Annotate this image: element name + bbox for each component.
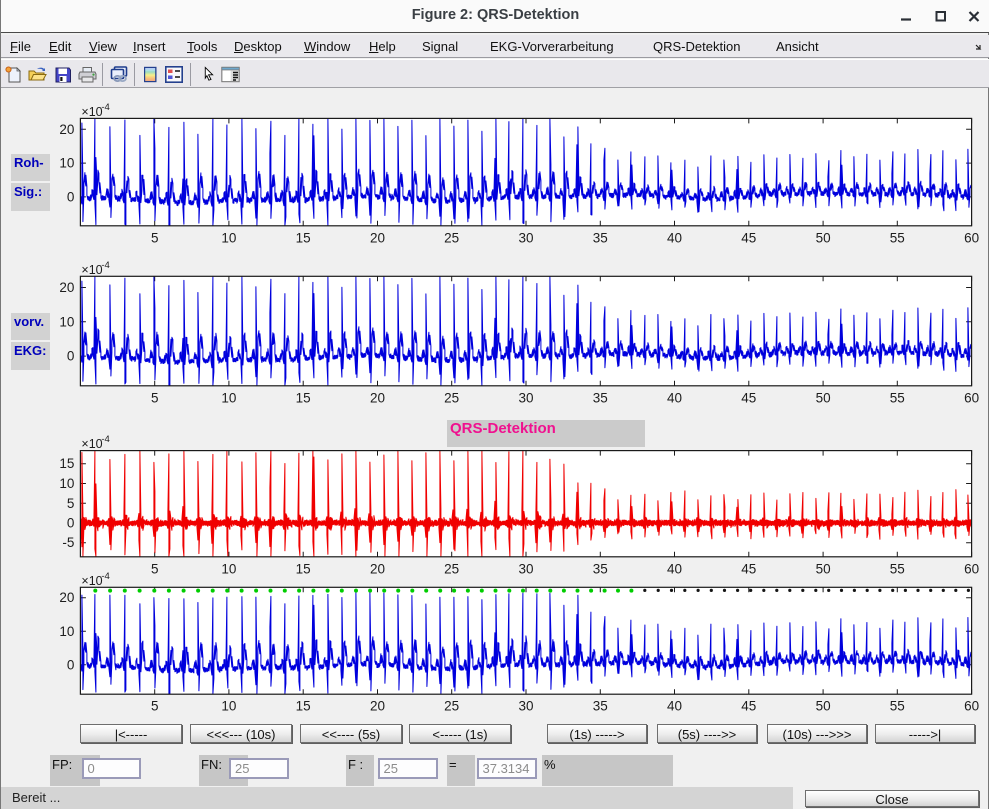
svg-text:30: 30 <box>518 561 533 576</box>
svg-text:55: 55 <box>890 699 905 714</box>
svg-text:20: 20 <box>370 699 385 714</box>
svg-text:15: 15 <box>296 230 311 245</box>
svg-text:30: 30 <box>518 390 533 405</box>
svg-text:40: 40 <box>667 230 682 245</box>
svg-text:60: 60 <box>964 390 979 405</box>
svg-text:25: 25 <box>444 390 459 405</box>
svg-text:20: 20 <box>59 590 74 605</box>
svg-text:5: 5 <box>67 496 75 511</box>
svg-text:35: 35 <box>593 230 608 245</box>
svg-text:5: 5 <box>151 561 159 576</box>
svg-text:×10: ×10 <box>81 574 102 588</box>
svg-text:5: 5 <box>151 699 159 714</box>
svg-text:20: 20 <box>370 230 385 245</box>
svg-text:40: 40 <box>667 390 682 405</box>
svg-text:20: 20 <box>370 561 385 576</box>
svg-text:-4: -4 <box>101 434 109 445</box>
svg-text:-4: -4 <box>101 571 109 582</box>
svg-text:10: 10 <box>59 624 74 639</box>
svg-text:55: 55 <box>890 230 905 245</box>
svg-text:35: 35 <box>593 561 608 576</box>
svg-text:5: 5 <box>151 230 159 245</box>
svg-text:40: 40 <box>667 561 682 576</box>
svg-text:15: 15 <box>296 390 311 405</box>
svg-text:50: 50 <box>816 390 831 405</box>
svg-text:15: 15 <box>296 699 311 714</box>
svg-text:35: 35 <box>593 699 608 714</box>
svg-text:55: 55 <box>890 561 905 576</box>
svg-text:-4: -4 <box>101 260 109 271</box>
svg-text:25: 25 <box>444 699 459 714</box>
svg-text:20: 20 <box>59 280 74 295</box>
svg-text:30: 30 <box>518 230 533 245</box>
svg-text:30: 30 <box>518 699 533 714</box>
svg-text:45: 45 <box>741 390 756 405</box>
svg-text:10: 10 <box>59 314 74 329</box>
svg-text:10: 10 <box>59 156 74 171</box>
svg-text:×10: ×10 <box>81 105 102 119</box>
svg-text:0: 0 <box>67 657 75 672</box>
svg-text:60: 60 <box>964 561 979 576</box>
svg-text:60: 60 <box>964 699 979 714</box>
svg-text:55: 55 <box>890 390 905 405</box>
svg-text:×10: ×10 <box>81 263 102 277</box>
svg-text:15: 15 <box>59 456 74 471</box>
svg-text:20: 20 <box>59 122 74 137</box>
svg-text:60: 60 <box>964 230 979 245</box>
svg-text:10: 10 <box>221 561 236 576</box>
svg-text:5: 5 <box>151 390 159 405</box>
svg-text:10: 10 <box>221 230 236 245</box>
svg-text:25: 25 <box>444 230 459 245</box>
svg-text:0: 0 <box>67 516 75 531</box>
svg-text:45: 45 <box>741 561 756 576</box>
svg-text:-4: -4 <box>101 102 109 113</box>
svg-text:50: 50 <box>816 699 831 714</box>
svg-text:45: 45 <box>741 699 756 714</box>
svg-text:35: 35 <box>593 390 608 405</box>
svg-text:15: 15 <box>296 561 311 576</box>
svg-text:-5: -5 <box>62 535 74 550</box>
svg-text:0: 0 <box>67 189 75 204</box>
svg-text:×10: ×10 <box>81 437 102 451</box>
svg-text:45: 45 <box>741 230 756 245</box>
svg-text:50: 50 <box>816 230 831 245</box>
svg-text:20: 20 <box>370 390 385 405</box>
svg-text:25: 25 <box>444 561 459 576</box>
svg-text:10: 10 <box>221 699 236 714</box>
svg-text:10: 10 <box>221 390 236 405</box>
svg-text:50: 50 <box>816 561 831 576</box>
svg-text:10: 10 <box>59 476 74 491</box>
svg-text:40: 40 <box>667 699 682 714</box>
svg-text:0: 0 <box>67 349 75 364</box>
